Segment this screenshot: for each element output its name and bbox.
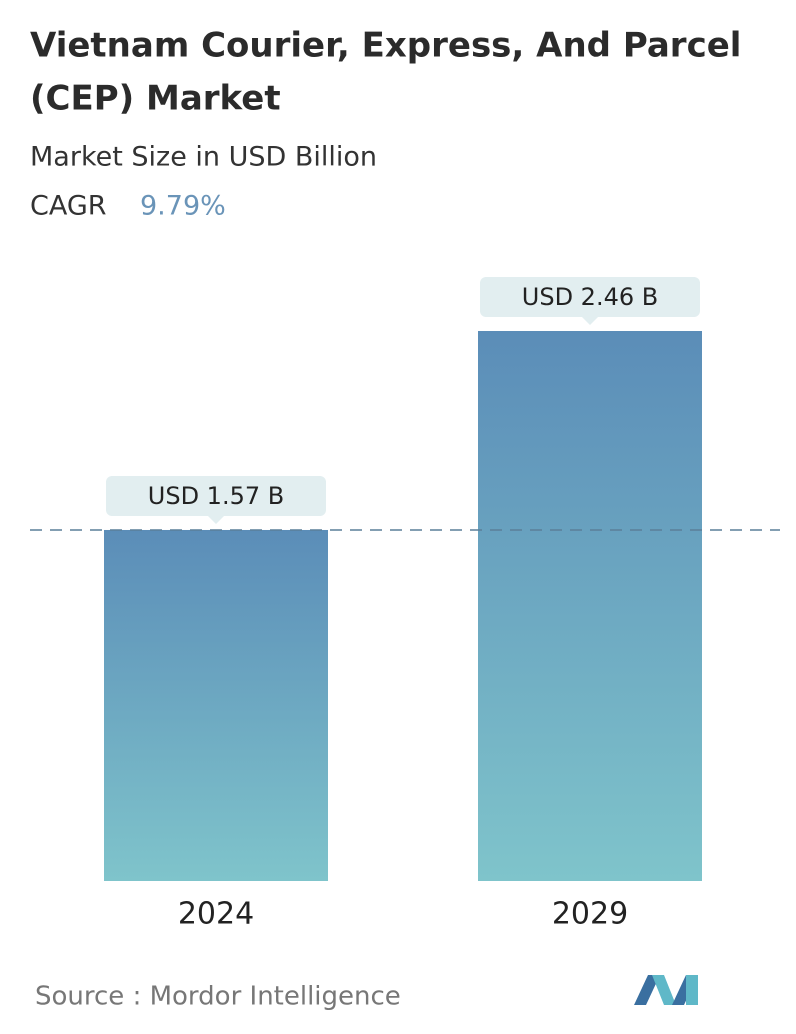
x-tick-label: 2024 [178, 897, 254, 932]
chart-title: (CEP) Market [30, 79, 281, 119]
value-label: USD 1.57 B [148, 482, 284, 510]
x-tick-label: 2029 [552, 897, 628, 932]
logo [634, 975, 698, 1005]
bar [478, 331, 702, 881]
cagr-value: 9.79% [140, 191, 226, 222]
value-label-box [480, 277, 700, 317]
chart-title: Vietnam Courier, Express, And Parcel [30, 26, 741, 66]
chart-subtitle: Market Size in USD Billion [30, 142, 377, 173]
value-label-pointer [208, 515, 224, 524]
value-label-pointer [582, 317, 598, 325]
source: Source : Mordor Intelligence [35, 982, 401, 1012]
value-label: USD 2.46 B [522, 283, 658, 311]
cagr-label: CAGR [30, 191, 107, 222]
value-label-box [106, 475, 326, 516]
bar [104, 529, 328, 881]
